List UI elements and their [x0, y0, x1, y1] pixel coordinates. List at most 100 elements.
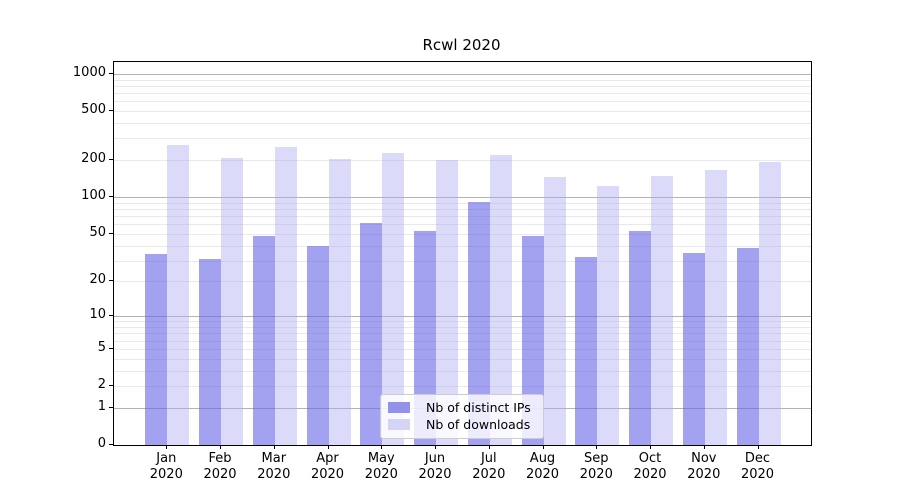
x-axis-tick-mark	[650, 445, 651, 449]
x-axis-year: 2020	[310, 467, 345, 482]
gridline-minor-50	[114, 233, 811, 235]
y-axis-tick-mark	[109, 444, 113, 445]
gridline-minor-40	[114, 245, 811, 247]
gridline-minor-5	[114, 348, 811, 350]
gridline-minor-900	[114, 79, 811, 81]
bar-downloads-apr	[328, 159, 351, 445]
bar-distinct-ips-dec	[736, 248, 759, 445]
legend-label: Nb of distinct IPs	[426, 400, 531, 415]
y-axis-tick-mark	[109, 196, 113, 198]
gridline-minor-6	[114, 340, 811, 342]
bar-downloads-nov	[704, 170, 727, 445]
y-axis-tick-label-500: 500	[81, 102, 106, 117]
x-axis-month: Jun	[424, 451, 446, 466]
gridline-minor-9	[114, 321, 811, 323]
x-axis-tick-label-nov: Nov 2020	[674, 451, 734, 483]
x-axis-tick-mark	[381, 445, 383, 449]
x-axis-year: 2020	[687, 467, 721, 482]
bar-downloads-feb	[221, 158, 243, 445]
y-axis-tick-mark	[109, 406, 113, 408]
x-axis-tick-mark	[757, 445, 759, 449]
legend-item-distinct-ips: Nb of distinct IPs	[381, 399, 543, 416]
x-axis-month: Jan	[156, 451, 177, 466]
y-axis-tick-label-1000: 1000	[72, 64, 106, 80]
x-axis-year: 2020	[149, 467, 183, 482]
bar-distinct-ips-jun	[414, 230, 436, 445]
x-axis-tick-mark	[166, 445, 168, 449]
x-axis-month: Mar	[261, 451, 287, 466]
bar-downloads-dec	[758, 162, 781, 445]
bar-downloads-jul	[489, 154, 512, 445]
gridline-minor-300	[114, 138, 811, 140]
bar-distinct-ips-nov	[682, 252, 705, 445]
x-axis-tick-mark	[488, 445, 490, 449]
x-axis-year: 2020	[203, 467, 237, 482]
gridline-minor-20	[114, 281, 811, 283]
bar-distinct-ips-feb	[199, 258, 221, 445]
legend-item-downloads: Nb of downloads	[381, 416, 543, 433]
gridline-minor-200	[114, 160, 811, 162]
x-axis-tick-label-jul: Jul 2020	[459, 451, 519, 483]
legend: Nb of distinct IPs Nb of downloads	[380, 394, 544, 439]
x-axis-tick-label-sep: Sep 2020	[566, 451, 626, 483]
y-axis-tick-mark	[109, 347, 113, 349]
y-axis-tick-label-10: 10	[89, 307, 106, 323]
y-axis-tick-mark	[109, 159, 113, 161]
x-axis-month: Apr	[316, 451, 339, 466]
y-axis-tick-mark	[109, 110, 113, 111]
y-axis-tick-mark	[109, 385, 113, 386]
x-axis-month: Jul	[480, 451, 497, 466]
gridline-major-100	[114, 197, 811, 199]
x-axis-tick-label-feb: Feb 2020	[190, 451, 250, 483]
gridline-minor-7	[114, 333, 811, 335]
y-axis-tick-label-2: 2	[97, 377, 106, 392]
gridline-minor-800	[114, 85, 811, 87]
x-axis-month: Feb	[208, 451, 232, 466]
bar-distinct-ips-jul	[467, 201, 490, 445]
y-axis-tick-mark	[109, 232, 113, 234]
bar-downloads-jan	[167, 144, 190, 445]
x-axis-month: Oct	[638, 451, 662, 466]
x-axis-tick-mark	[327, 445, 329, 449]
gridline-minor-500	[114, 111, 811, 112]
x-axis-tick-label-apr: Apr 2020	[298, 451, 358, 483]
y-axis-tick-label-1: 1	[97, 398, 106, 414]
x-axis-year: 2020	[633, 467, 667, 482]
x-axis-year: 2020	[257, 467, 291, 482]
y-axis-tick-mark	[109, 280, 113, 282]
gridline-minor-700	[114, 93, 811, 94]
bar-downloads-mar	[274, 146, 297, 445]
x-axis-tick-label-jan: Jan 2020	[136, 451, 196, 483]
x-axis-tick-mark	[703, 445, 705, 449]
gridline-minor-3	[114, 370, 811, 372]
gridline-minor-8	[114, 327, 811, 328]
x-axis-year: 2020	[364, 467, 398, 482]
gridline-minor-600	[114, 101, 811, 103]
x-axis-year: 2020	[418, 467, 452, 482]
bar-distinct-ips-sep	[575, 257, 598, 445]
y-axis-tick-label-5: 5	[97, 339, 106, 355]
x-axis-tick-label-aug: Aug 2020	[513, 451, 573, 483]
gridline-minor-90	[114, 202, 811, 204]
bar-downloads-aug	[543, 176, 566, 445]
y-axis-tick-label-200: 200	[81, 151, 106, 167]
x-axis-month: Aug	[529, 451, 556, 466]
x-axis-tick-mark	[273, 445, 275, 449]
x-axis-month: May	[367, 451, 395, 466]
legend-label: Nb of downloads	[426, 417, 531, 432]
bar-distinct-ips-aug	[521, 235, 544, 445]
bar-distinct-ips-may	[360, 223, 383, 445]
y-axis-tick-mark	[109, 72, 113, 74]
x-axis-month: Sep	[584, 451, 609, 466]
x-axis-year: 2020	[525, 467, 560, 482]
x-axis-tick-mark	[542, 445, 544, 449]
gridline-major-1000	[114, 73, 811, 75]
x-axis-tick-label-jun: Jun 2020	[405, 451, 465, 483]
gridline-minor-80	[114, 208, 811, 210]
gridline-minor-30	[114, 260, 811, 262]
x-axis-tick-label-mar: Mar 2020	[244, 451, 304, 483]
bar-downloads-jun	[436, 159, 458, 445]
x-axis-tick-mark	[596, 445, 598, 449]
legend-swatch-distinct-ips	[388, 402, 410, 413]
x-axis-year: 2020	[740, 467, 775, 482]
